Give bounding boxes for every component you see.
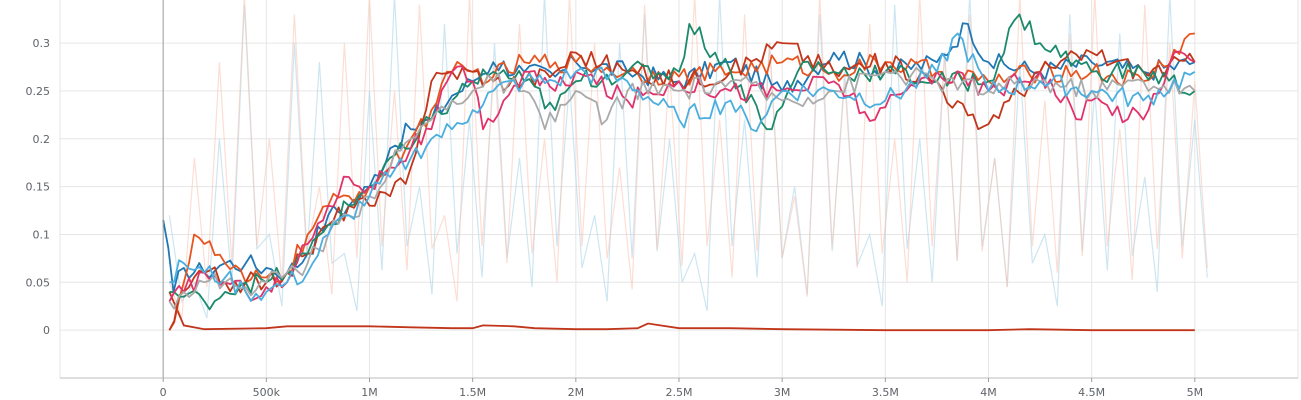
y-tick-label: 0.25 (26, 85, 51, 98)
series-line (168, 66, 1196, 310)
x-tick-label: 1.5M (459, 386, 486, 399)
x-tick-label: 5M (1187, 386, 1204, 399)
baseline-series-line (168, 291, 1195, 332)
grid (59, 0, 1299, 378)
x-tick-label: 4M (980, 386, 997, 399)
axes (60, 0, 1298, 382)
x-tick-label: 4.5M (1078, 386, 1105, 399)
series-line (169, 32, 1196, 302)
y-tick-label: 0.3 (33, 37, 51, 50)
x-tick-label: 2M (568, 386, 585, 399)
smoothed-series (162, 13, 1196, 332)
x-tick-label: 0 (160, 386, 167, 399)
raw-series-line (168, 0, 1208, 319)
raw-series-background (168, 0, 1208, 319)
tick-labels: 0 0.05 0.1 0.15 0.2 0.25 0.3 0 500k 1M 1.5M 2M 2.5M 3… (26, 37, 1204, 399)
series-line (168, 32, 1195, 331)
y-tick-label: 0 (43, 324, 50, 337)
x-tick-label: 500k (253, 386, 281, 399)
series-line (169, 13, 1196, 311)
x-tick-label: 3.5M (872, 386, 899, 399)
y-tick-label: 0.1 (33, 228, 51, 241)
x-tick-label: 1M (361, 386, 378, 399)
x-tick-label: 2.5M (666, 386, 693, 399)
raw-series-line (168, 0, 1208, 319)
y-tick-label: 0.15 (26, 181, 51, 194)
y-tick-label: 0.2 (33, 133, 51, 146)
y-tick-label: 0.05 (26, 276, 51, 289)
x-tick-label: 3M (774, 386, 791, 399)
series-line (168, 50, 1196, 302)
